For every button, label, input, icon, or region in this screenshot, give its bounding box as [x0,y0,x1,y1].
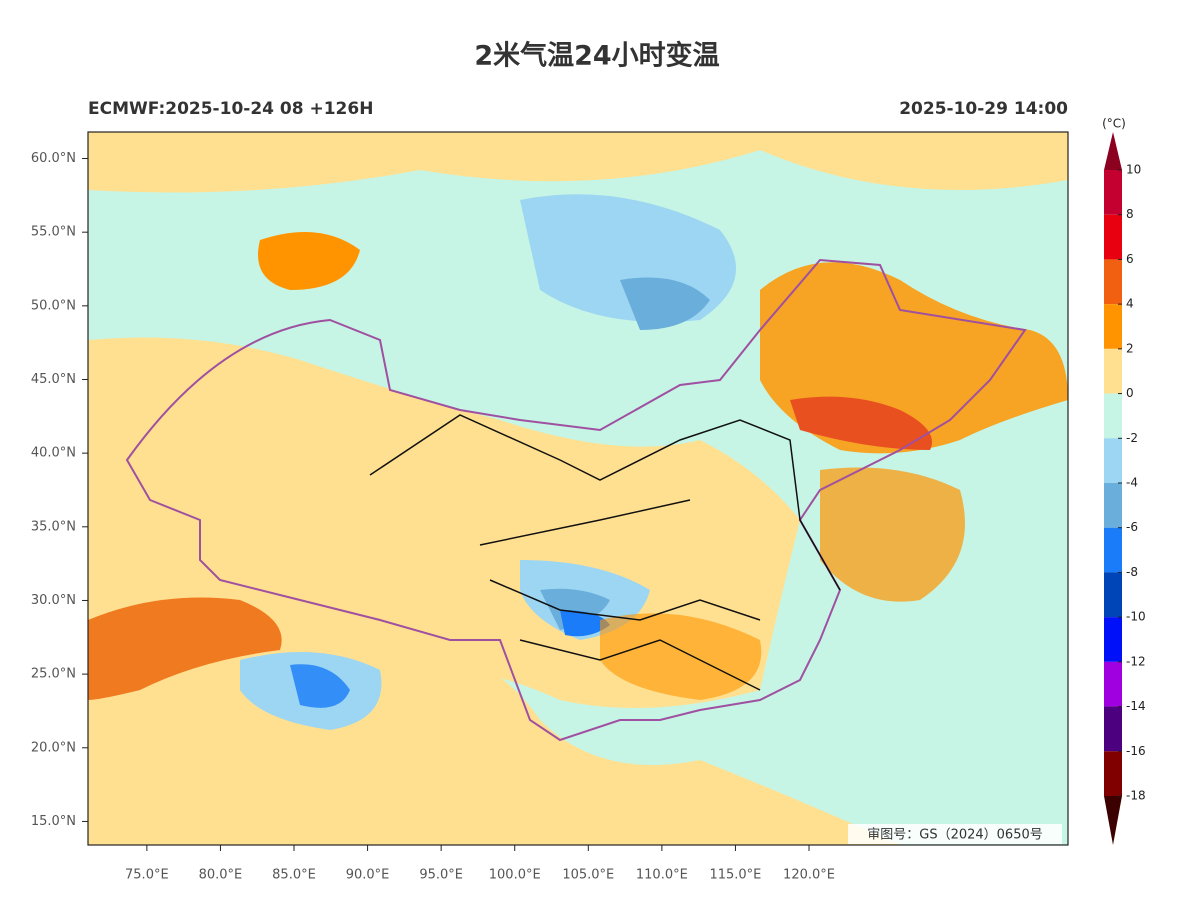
x-tick-label: 90.0°E [346,868,390,883]
colorbar-bin [1104,527,1122,573]
x-tick-label: 105.0°E [562,868,614,883]
colorbar-bin [1104,170,1122,215]
colorbar-label: -6 [1126,520,1138,534]
y-tick-label: 15.0°N [31,814,76,829]
x-tick-label: 80.0°E [199,868,243,883]
colorbar-label: 8 [1126,207,1134,221]
colorbar-label: -14 [1126,699,1146,713]
colorbar-label: -8 [1126,565,1138,579]
y-tick-label: 45.0°N [31,372,76,387]
x-tick-label: 115.0°E [709,868,761,883]
colorbar-bin [1104,661,1122,707]
approval-box [848,824,1062,844]
y-tick-label: 20.0°N [31,740,76,755]
colorbar-bin [1104,438,1122,483]
x-tick-label: 95.0°E [419,868,463,883]
colorbar-label: 2 [1126,341,1134,355]
colorbar-bin [1104,572,1122,618]
y-tick-label: 35.0°N [31,519,76,534]
colorbar-label: -16 [1126,744,1146,758]
x-tick-label: 110.0°E [636,868,688,883]
colorbar-bin [1104,214,1122,260]
colorbar-label: -4 [1126,476,1138,490]
y-tick-label: 60.0°N [31,151,76,166]
y-tick-label: 25.0°N [31,667,76,682]
colorbar-label: -10 [1126,610,1146,624]
colorbar-bin [1104,617,1122,662]
approval-number: 审图号：GS（2024）0650号 [867,828,1043,843]
colorbar-bin [1104,348,1122,394]
colorbar-bin [1104,483,1122,528]
colorbar-bin [1104,393,1122,439]
y-tick-label: 50.0°N [31,298,76,313]
x-tick-label: 85.0°E [272,868,316,883]
right-subtitle: 2025-10-29 14:00 [899,99,1068,119]
colorbar-bin [1104,751,1122,796]
colorbar-under [1104,796,1122,845]
colorbar-unit: (°C) [1102,117,1126,131]
colorbar-bin [1104,259,1122,305]
x-tick-label: 75.0°E [125,868,169,883]
colorbar-label: -2 [1126,431,1138,445]
title: 2米气温24小时变温 [474,40,719,72]
colorbar-bin [1104,304,1122,349]
colorbar-label: 10 [1126,163,1141,177]
temperature-field [88,132,1068,845]
left-subtitle: ECMWF:2025-10-24 08 +126H [88,99,373,119]
colorbar-label: -18 [1126,789,1146,803]
colorbar-label: -12 [1126,654,1146,668]
colorbar-label: 6 [1126,252,1134,266]
map-frame [87,131,1069,846]
x-tick-label: 100.0°E [489,868,541,883]
y-tick-label: 40.0°N [31,446,76,461]
colorbar-label: 4 [1126,297,1134,311]
colorbar-label: 0 [1126,386,1134,400]
x-tick-label: 120.0°E [783,868,835,883]
colorbar-over [1104,132,1122,170]
colorbar-bin [1104,706,1122,752]
y-tick-label: 30.0°N [31,593,76,608]
y-tick-label: 55.0°N [31,225,76,240]
